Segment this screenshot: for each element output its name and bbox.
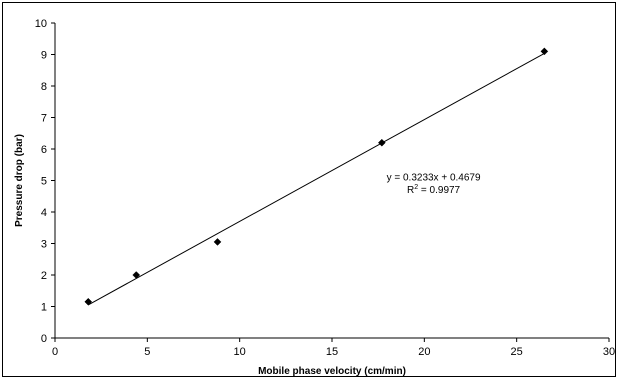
data-point: [378, 138, 386, 147]
chart-frame: [2, 2, 616, 377]
data-point: [213, 238, 222, 246]
x-tick-label: 25: [511, 346, 523, 358]
x-axis-ticks: 0 5 10 15 20 25 30: [52, 338, 615, 358]
x-tick-label: 5: [144, 346, 150, 358]
y-tick-label: 5: [41, 176, 47, 188]
x-axis-title: Mobile phase velocity (cm/min): [258, 366, 406, 377]
r-squared-label: R2 = 0.9977: [407, 184, 461, 196]
data-point: [84, 297, 93, 306]
y-axis-title: Pressure drop (bar): [14, 134, 25, 227]
x-tick-label: 0: [52, 346, 58, 358]
y-tick-label: 2: [41, 270, 47, 282]
x-tick-label: 20: [418, 346, 430, 358]
y-tick-label: 0: [41, 333, 47, 345]
x-tick-label: 10: [234, 346, 246, 358]
y-tick-label: 10: [35, 18, 47, 30]
y-tick-label: 3: [41, 239, 47, 251]
y-tick-label: 1: [41, 302, 47, 314]
y-tick-label: 7: [41, 113, 47, 125]
y-tick-label: 4: [41, 207, 47, 219]
trendline-equation: y = 0.3233x + 0.4679: [387, 173, 481, 184]
y-tick-label: 8: [41, 81, 47, 93]
data-point: [540, 47, 549, 56]
y-tick-label: 6: [41, 144, 47, 156]
y-axis-ticks: 0 1 2 3 4 5 6 7 8 9 10: [35, 18, 55, 345]
data-point: [132, 271, 141, 279]
x-tick-label: 30: [603, 346, 615, 358]
data-series: [84, 47, 549, 306]
trendline: [87, 52, 545, 306]
y-tick-label: 9: [41, 50, 47, 62]
plot-area: [54, 23, 609, 339]
x-tick-label: 15: [326, 346, 338, 358]
